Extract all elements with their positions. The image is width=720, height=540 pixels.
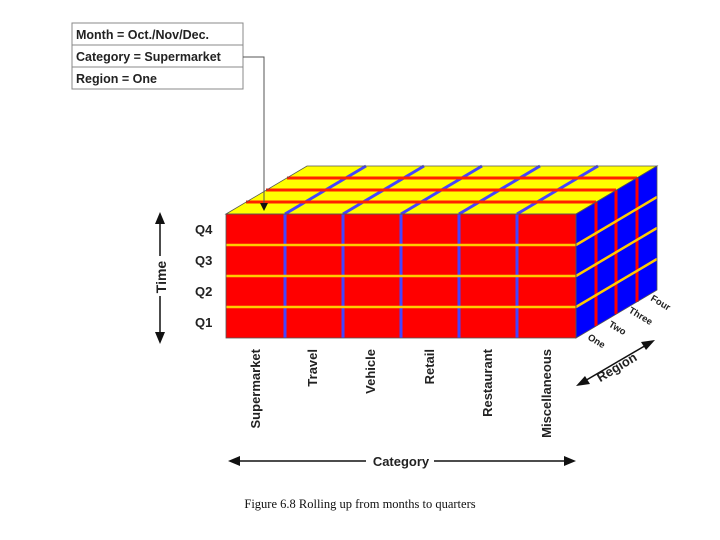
quarter-label: Q3 [195, 253, 212, 268]
side-face-grid [575, 178, 658, 326]
category-label: Miscellaneous [539, 349, 554, 438]
region-arrow-right-icon [641, 340, 655, 350]
filter-region: Region = One [76, 72, 157, 86]
region-label: Four [648, 293, 672, 313]
category-label: Supermarket [248, 348, 263, 428]
cube [224, 164, 659, 339]
category-label: Travel [305, 349, 320, 387]
cube-outline [224, 165, 659, 339]
time-arrow-up-icon [155, 212, 165, 224]
region-arrow-left-icon [576, 376, 590, 386]
quarter-label: Q1 [195, 315, 212, 330]
category-label: Restaurant [480, 348, 495, 417]
time-arrow-down-icon [155, 332, 165, 344]
top-face-grid [246, 164, 637, 216]
category-labels: Supermarket Travel Vehicle Retail Restau… [248, 348, 554, 438]
filter-category: Category = Supermarket [76, 50, 222, 64]
region-label: One [585, 332, 607, 351]
time-axis: Time Q4 Q3 Q2 Q1 [150, 212, 213, 344]
front-face-grid [226, 214, 576, 338]
category-arrow-left-icon [228, 456, 240, 466]
category-arrow-right-icon [564, 456, 576, 466]
category-axis-label: Category [373, 454, 430, 469]
filter-month: Month = Oct./Nov/Dec. [76, 28, 209, 42]
category-axis: Category [228, 452, 576, 470]
time-axis-label: Time [153, 261, 169, 294]
quarter-label: Q4 [195, 222, 213, 237]
quarter-label: Q2 [195, 284, 212, 299]
category-label: Vehicle [363, 349, 378, 394]
region-label: Three [626, 305, 654, 328]
region-axis-arrow [582, 343, 649, 383]
filter-box: Month = Oct./Nov/Dec. Category = Superma… [71, 22, 244, 90]
region-axis: Region [576, 340, 655, 389]
category-label: Retail [422, 349, 437, 384]
region-label: Two [606, 319, 628, 338]
figure-caption: Figure 6.8 Rolling up from months to qua… [244, 497, 476, 511]
filter-pointer-arrow [243, 56, 268, 211]
